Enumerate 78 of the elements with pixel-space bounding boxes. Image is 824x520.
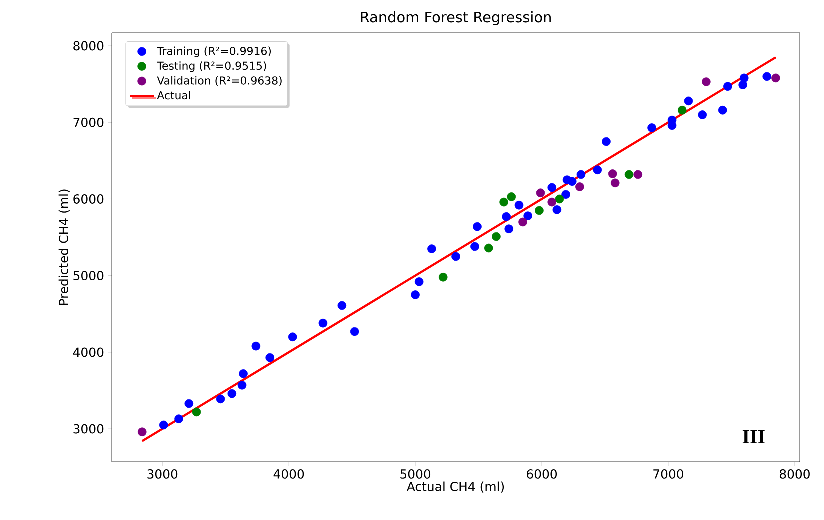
point [473, 222, 482, 232]
point [438, 272, 448, 282]
point [702, 78, 711, 86]
point [502, 212, 511, 222]
point [174, 414, 184, 424]
point [238, 380, 247, 390]
point [350, 327, 360, 336]
y-tick-label: 5000 [74, 271, 104, 281]
point [535, 206, 544, 216]
point [228, 389, 237, 398]
point [624, 170, 634, 180]
legend-label: Validation (R²=0.9638) [157, 76, 282, 86]
point [562, 176, 572, 184]
point [504, 224, 514, 234]
x-tick-label: 6000 [527, 470, 558, 479]
point [288, 332, 298, 342]
point [484, 244, 494, 253]
point [678, 106, 687, 115]
point [576, 182, 584, 192]
x-axis-title: Actual CH4 (ml) [406, 482, 504, 493]
point [318, 318, 328, 328]
point [740, 74, 749, 83]
point [555, 194, 564, 204]
point [159, 420, 168, 430]
point [239, 370, 248, 378]
chart-title: Random Forest Regression [361, 12, 551, 26]
x-tick-label: 3000 [148, 470, 178, 479]
point [507, 192, 516, 202]
point [411, 290, 420, 300]
legend-label: Actual [157, 91, 190, 100]
point [684, 96, 694, 106]
x-tick-label: 8000 [780, 470, 810, 479]
point [548, 183, 557, 192]
point [266, 353, 274, 362]
point [500, 198, 508, 207]
point [338, 301, 347, 310]
point [252, 342, 261, 351]
point [192, 408, 202, 417]
point [184, 399, 194, 408]
point [648, 124, 656, 132]
point [738, 80, 748, 90]
point [414, 278, 424, 286]
y-axis-title: Predicted CH4 (ml) [58, 190, 70, 306]
point [536, 188, 546, 198]
point [524, 212, 532, 220]
point [216, 394, 226, 404]
point [608, 170, 618, 178]
annotation: III [742, 430, 765, 444]
y-tick-label: 7000 [74, 118, 104, 128]
point [552, 206, 562, 214]
point [634, 170, 643, 180]
point [428, 244, 436, 254]
x-tick-label: 4000 [274, 470, 304, 479]
y-tick-label: 3000 [74, 424, 104, 434]
x-tick-label: 5000 [400, 470, 431, 479]
point [492, 232, 501, 242]
point [602, 137, 611, 146]
y-tick-label: 4000 [73, 348, 104, 358]
y-tick-label: 6000 [74, 194, 104, 204]
y-tick-label: 8000 [74, 41, 104, 51]
point [718, 106, 728, 115]
point [138, 428, 147, 437]
point [698, 110, 708, 120]
point [724, 82, 732, 92]
point [470, 242, 480, 252]
legend-label: Testing (R²=0.9515) [157, 62, 266, 72]
point [452, 252, 460, 262]
legend-label: Training (R²=0.9916) [157, 46, 272, 58]
point [562, 190, 570, 200]
point [762, 72, 772, 82]
x-tick-label: 7000 [654, 470, 684, 479]
point [593, 166, 602, 175]
point [518, 218, 528, 227]
point [548, 198, 557, 207]
point [576, 170, 586, 180]
point [610, 178, 620, 188]
point [514, 200, 524, 210]
point [772, 74, 780, 83]
